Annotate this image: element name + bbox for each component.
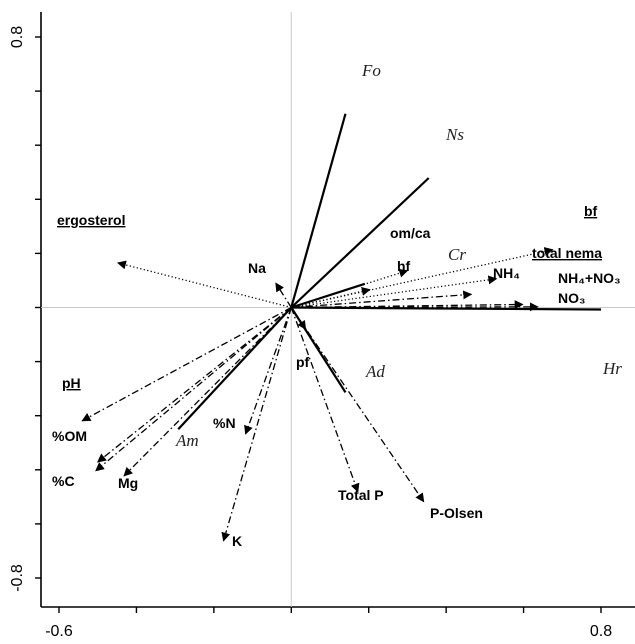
variable-arrow-p-olsen	[290, 307, 425, 503]
variable-label-k: K	[232, 533, 242, 549]
variable-arrow-om	[97, 306, 292, 463]
variable-label-mg: Mg	[118, 475, 138, 491]
y-tick-label-bottom: -0.8	[9, 564, 26, 592]
variable-label-p-olsen: P-Olsen	[430, 505, 483, 521]
x-tick-label-left: -0.6	[45, 623, 73, 640]
variable-arrow-mg	[123, 307, 292, 477]
variable-label-ph: pH	[62, 375, 81, 391]
variable-label-om-ca: om/ca	[390, 225, 431, 241]
variable-arrow-k	[221, 307, 292, 542]
variable-label-total-nema: total nema	[532, 245, 602, 261]
variable-label-om: %OM	[52, 428, 87, 444]
variable-arrow-hf	[291, 286, 371, 309]
species-label-ns: Ns	[445, 125, 464, 144]
species-vector-ad	[290, 306, 347, 393]
species-vector-fo	[290, 113, 347, 308]
variable-arrow-ergosterol	[116, 260, 292, 309]
species-label-am: Am	[175, 431, 199, 450]
species-label-ad: Ad	[365, 362, 385, 381]
variable-label-nh-no: NH₄+NO₃	[558, 270, 621, 286]
variable-label-ergosterol: ergosterol	[57, 212, 125, 228]
species-label-fo: Fo	[361, 61, 381, 80]
variable-label-nh: NH₄	[493, 265, 520, 281]
variable-arrow-total-p	[290, 307, 360, 493]
species-vector-ns	[290, 177, 430, 309]
variable-label-bf: bf	[584, 203, 598, 219]
species-vector-hr	[291, 306, 602, 311]
variable-label-n: %N	[213, 415, 236, 431]
x-tick-label-right: 0.8	[590, 623, 612, 640]
variable-arrow-no	[291, 302, 539, 312]
variable-label-hf: hf	[397, 258, 411, 274]
variable-arrow-na	[275, 282, 292, 308]
variable-arrow-nh-no	[291, 300, 524, 310]
variable-arrow-nh	[291, 290, 473, 309]
variable-label-c: %C	[52, 473, 75, 489]
species-label-hr: Hr	[602, 359, 622, 378]
variable-arrow-total-nema	[291, 275, 498, 309]
species-vector-cr	[290, 282, 366, 309]
species-label-cr: Cr	[448, 245, 466, 264]
variable-arrow-om-ca	[291, 268, 409, 309]
variable-label-no: NO₃	[558, 290, 585, 306]
y-tick-label-top: 0.8	[9, 26, 26, 48]
variable-arrow-ph	[81, 306, 292, 422]
variable-label-total-p: Total P	[338, 487, 384, 503]
variable-label-na: Na	[248, 260, 266, 276]
species-vector-am	[177, 306, 293, 430]
variable-arrow-c	[95, 307, 292, 472]
variable-arrow-n	[244, 307, 292, 435]
variable-arrow-bf	[291, 247, 554, 309]
variable-label-pf: pf	[296, 354, 310, 370]
